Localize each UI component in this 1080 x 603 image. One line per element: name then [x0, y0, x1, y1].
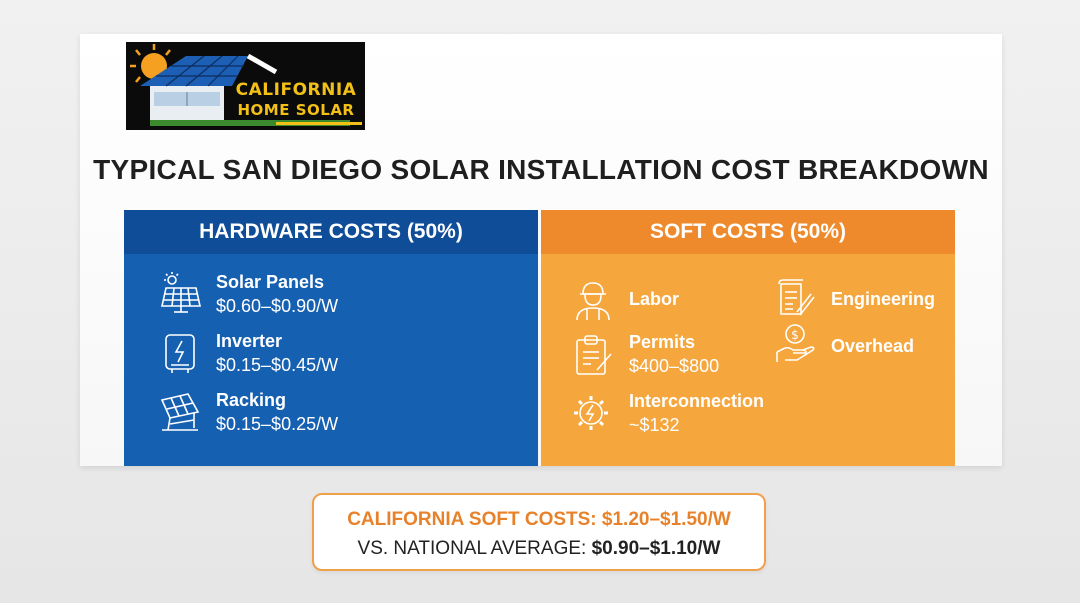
- soft-item-label: Engineering: [831, 289, 936, 309]
- hardware-item-value: $0.15–$0.45/W: [216, 355, 339, 375]
- logo-text-line2: HOME SOLAR: [237, 101, 355, 119]
- house-roof-sun-icon: [130, 44, 350, 126]
- worker-icon: [576, 282, 610, 321]
- hardware-item-label: Racking: [216, 390, 287, 410]
- hardware-costs-heading: HARDWARE COSTS (50%): [124, 210, 538, 254]
- california-soft-costs-text: CALIFORNIA SOFT COSTS: $1.20–$1.50/W: [347, 509, 731, 530]
- hardware-item-value: $0.60–$0.90/W: [216, 296, 339, 316]
- logo-underline: [276, 122, 362, 125]
- clipboard-icon: [576, 335, 612, 375]
- soft-costs-heading: SOFT COSTS (50%): [541, 210, 955, 254]
- hardware-item-value: $0.15–$0.25/W: [216, 414, 339, 434]
- soft-item-value: $400–$800: [629, 356, 720, 376]
- soft-item-label: Overhead: [831, 336, 915, 356]
- hardware-item-label: Inverter: [216, 331, 283, 351]
- inverter-icon: [165, 334, 195, 373]
- california-soft-costs-callout: CALIFORNIA SOFT COSTS: $1.20–$1.50/W VS.…: [312, 493, 766, 571]
- soft-costs-panel: SOFT COSTS (50%) Labor Engineering: [541, 210, 955, 466]
- hardware-costs-panel: HARDWARE COSTS (50%) Solar Panels $0.60–…: [124, 210, 538, 466]
- soft-item-label: Permits: [629, 332, 696, 352]
- hardware-item-label: Solar Panels: [216, 272, 325, 292]
- soft-item-label: Labor: [629, 289, 680, 309]
- soft-item-label: Interconnection: [629, 391, 765, 411]
- racking-icon: [160, 393, 200, 431]
- national-average-label: VS. NATIONAL AVERAGE:: [357, 538, 587, 559]
- solar-panel-icon: [161, 272, 201, 313]
- national-average-value: $0.90–$1.10/W: [591, 538, 721, 559]
- svg-text:$: $: [791, 328, 799, 342]
- logo-text-line1: CALIFORNIA: [235, 80, 357, 100]
- money-hand-icon: $: [776, 324, 815, 362]
- company-logo: CALIFORNIA HOME SOLAR: [126, 42, 365, 130]
- engineering-document-icon: [778, 279, 815, 316]
- page-title: TYPICAL SAN DIEGO SOLAR INSTALLATION COS…: [93, 154, 989, 185]
- national-average-text: VS. NATIONAL AVERAGE: $0.90–$1.10/W: [314, 538, 764, 560]
- soft-item-value: ~$132: [629, 415, 680, 435]
- gear-bolt-icon: [574, 396, 608, 430]
